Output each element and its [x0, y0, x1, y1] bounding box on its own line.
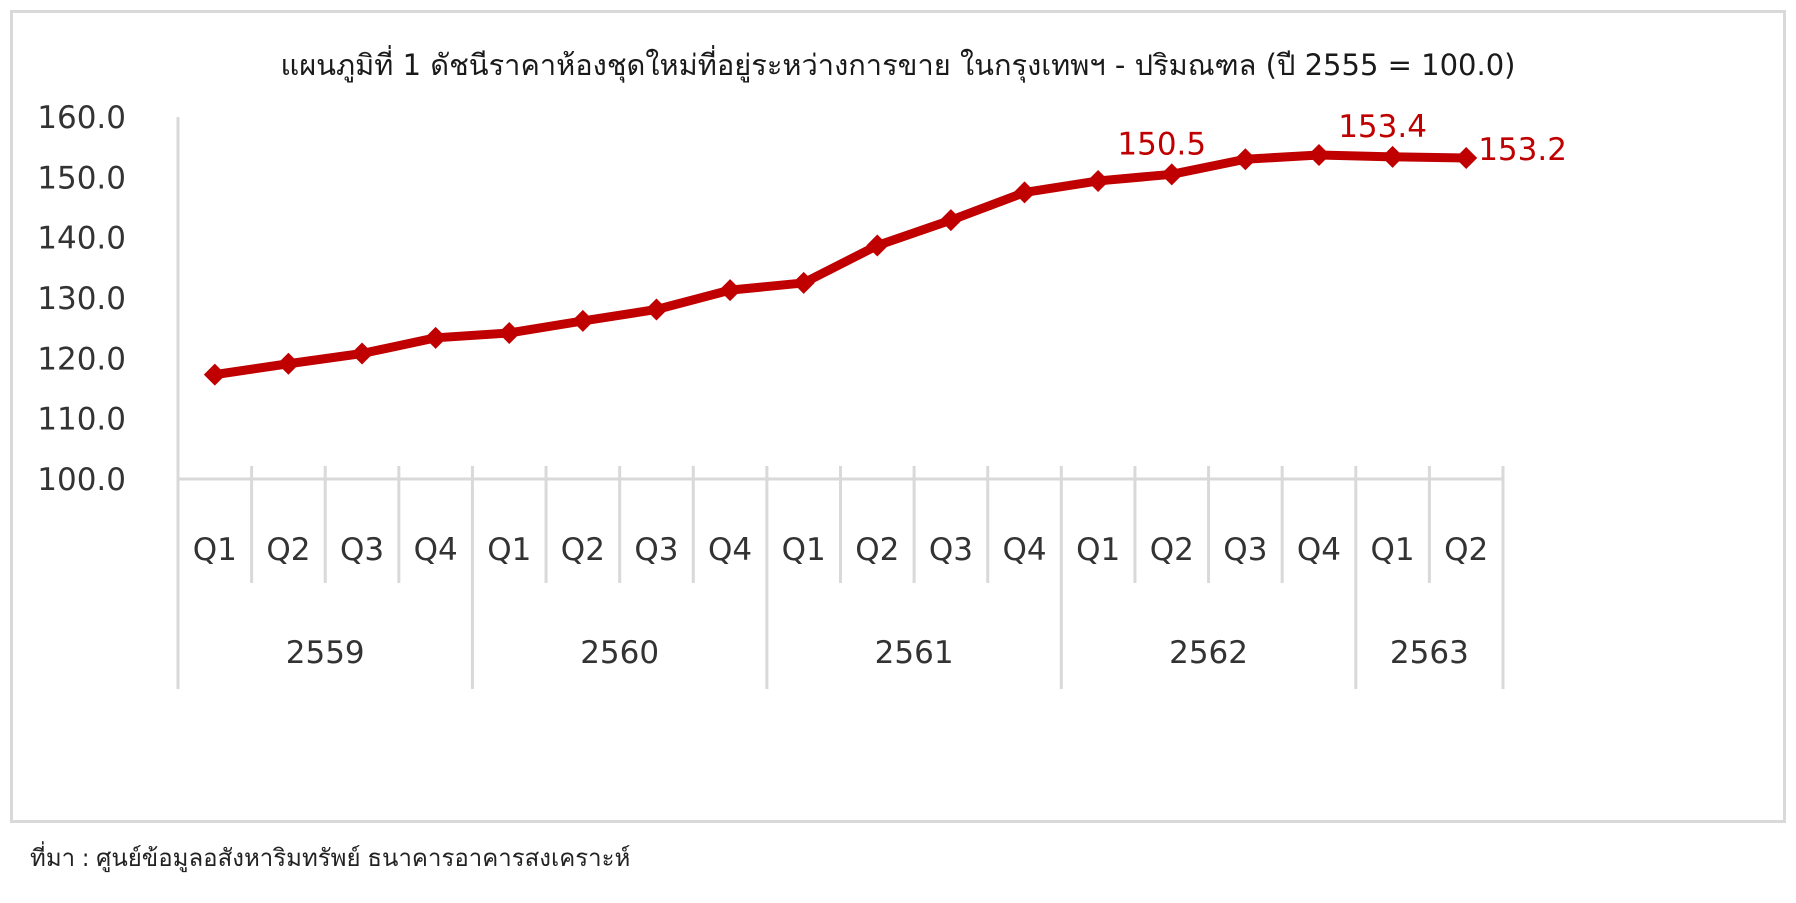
year-group-label: 2562	[1169, 635, 1248, 671]
x-tick-label: Q4	[1297, 532, 1341, 568]
data-point-marker	[719, 279, 742, 302]
line-chart: แผนภูมิที่ 1 ดัชนีราคาห้องชุดใหม่ที่อยู่…	[37, 45, 1567, 689]
y-tick-label: 160.0	[37, 100, 126, 136]
data-point-marker	[203, 363, 226, 386]
year-group-label: 2563	[1390, 635, 1469, 671]
y-tick-label: 150.0	[37, 160, 126, 196]
data-label: 153.4	[1338, 109, 1427, 145]
data-point-marker	[1455, 147, 1478, 170]
chart-frame: แผนภูมิที่ 1 ดัชนีราคาห้องชุดใหม่ที่อยู่…	[10, 10, 1786, 823]
x-tick-label: Q2	[1444, 532, 1488, 568]
y-tick-label: 120.0	[37, 341, 126, 377]
year-group-label: 2561	[875, 635, 954, 671]
y-tick-label: 100.0	[37, 462, 126, 498]
x-tick-label: Q4	[414, 532, 458, 568]
series-line	[210, 150, 1471, 380]
data-point-marker	[1381, 145, 1404, 168]
data-point-marker	[645, 298, 668, 321]
x-tick-label: Q2	[1150, 532, 1194, 568]
data-point-marker	[1160, 163, 1183, 186]
x-tick-label: Q3	[929, 532, 973, 568]
x-tick-label: Q1	[487, 532, 531, 568]
y-tick-label: 140.0	[37, 221, 126, 257]
year-group-label: 2559	[286, 635, 365, 671]
data-point-marker	[1307, 144, 1330, 167]
axis-layer: 100.0 110.0 120.0 130.0 140.0 150.0 160.0 Q1 Q2 Q…	[37, 100, 1505, 689]
data-point-marker	[1087, 169, 1110, 192]
year-group-label: 2560	[580, 635, 659, 671]
data-point-marker	[571, 309, 594, 332]
x-tick-label: Q2	[266, 532, 310, 568]
data-point-marker	[351, 342, 374, 365]
x-tick-label: Q3	[634, 532, 678, 568]
data-label: 150.5	[1117, 126, 1206, 162]
data-label: 153.2	[1478, 132, 1567, 168]
data-point-marker	[1234, 148, 1257, 171]
x-tick-label: Q4	[1002, 532, 1046, 568]
data-point-marker	[866, 234, 889, 257]
data-point-marker	[277, 352, 300, 375]
source-note: ที่มา : ศูนย์ข้อมูลอสังหาริมทรัพย์ ธนาคา…	[30, 844, 631, 872]
y-tick-label: 130.0	[37, 281, 126, 317]
x-tick-label: Q3	[340, 532, 384, 568]
x-tick-label: Q2	[561, 532, 605, 568]
x-tick-label: Q1	[1076, 532, 1120, 568]
line-layer: 150.5 153.4 153.2	[203, 109, 1567, 386]
data-point-marker	[792, 271, 815, 294]
x-tick-label: Q3	[1223, 532, 1267, 568]
x-tick-label: Q2	[855, 532, 899, 568]
data-point-marker	[1013, 181, 1036, 204]
chart-title: แผนภูมิที่ 1 ดัชนีราคาห้องชุดใหม่ที่อยู่…	[281, 45, 1516, 83]
x-tick-label: Q1	[782, 532, 826, 568]
data-point-marker	[498, 321, 521, 344]
data-point-marker	[939, 209, 962, 232]
data-point-marker	[424, 326, 447, 349]
x-tick-label: Q1	[193, 532, 237, 568]
x-tick-label: Q1	[1371, 532, 1415, 568]
y-tick-label: 110.0	[37, 402, 126, 438]
x-tick-label: Q4	[708, 532, 752, 568]
